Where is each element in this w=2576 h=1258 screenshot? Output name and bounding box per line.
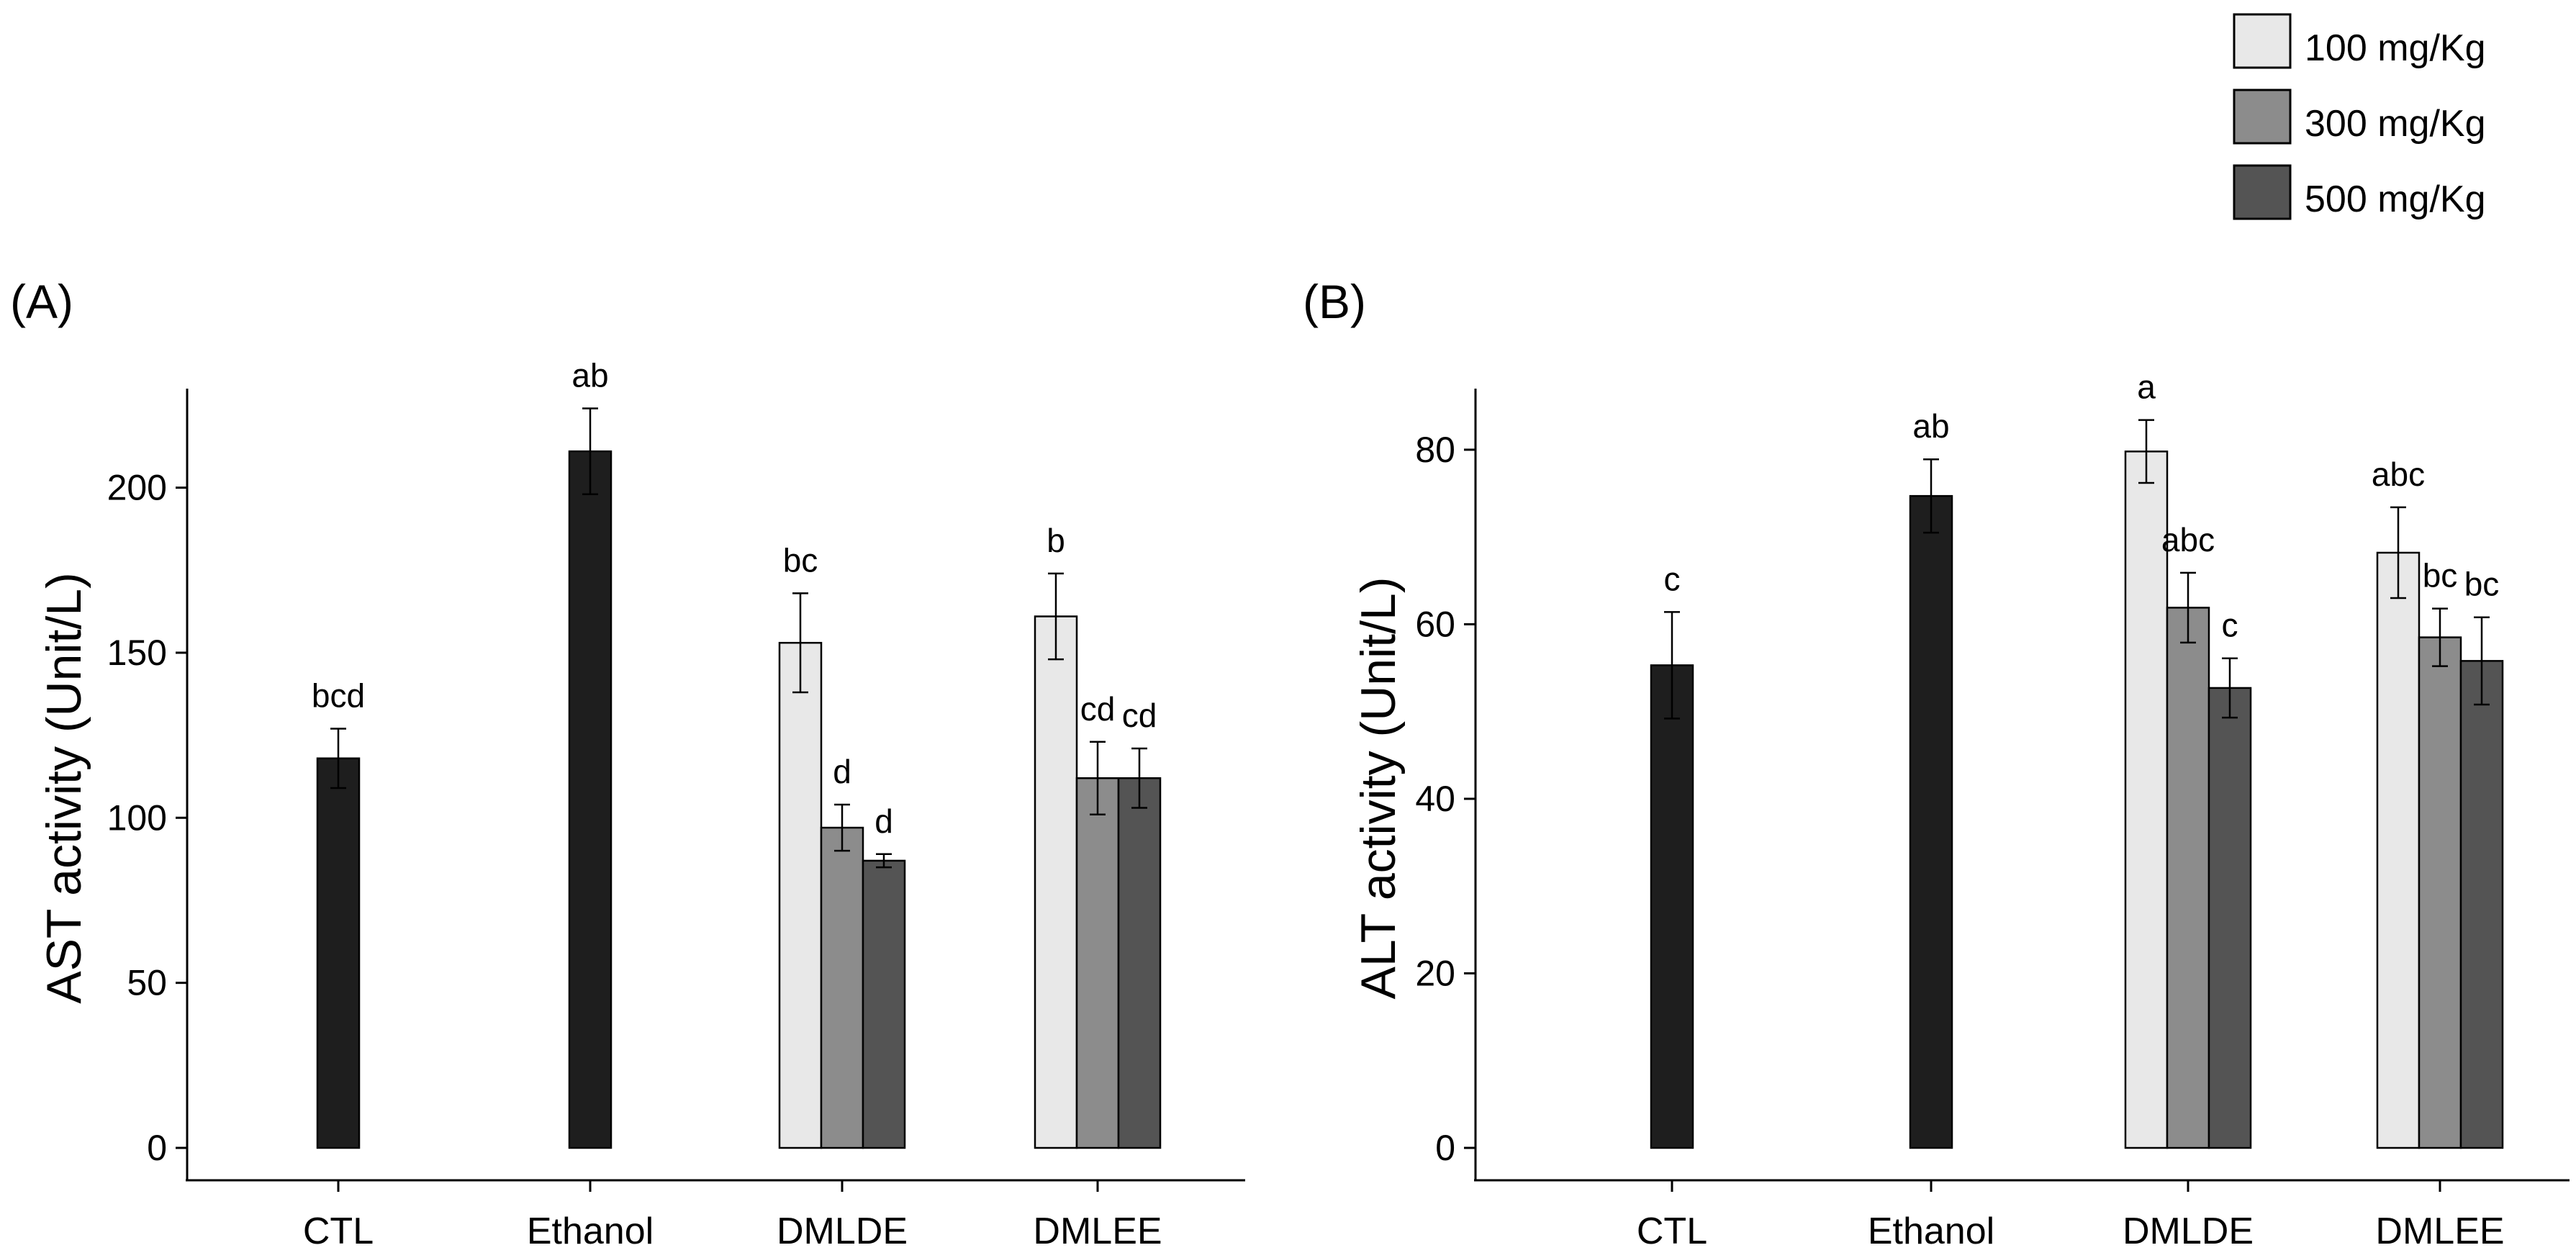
panel-b-significance-label: bc (2464, 566, 2500, 603)
panel-a-significance-label: d (875, 802, 893, 840)
panel-b-y-tick-label: 60 (1415, 604, 1455, 644)
panel-b-plot-area: 0 20 40 60 80 CTL c Ethanol ab DMLDE a abc c DMLEE abc… (1415, 368, 2504, 1252)
panel-a-error-bar (834, 803, 850, 852)
panel-b-error-bar (2180, 571, 2196, 644)
panel-a-y-tick-label: 0 (147, 1128, 167, 1168)
panel-a-error-bar (1131, 747, 1147, 809)
panel-b-error-bar (2138, 419, 2154, 484)
panel-a-x-tick-label: DMLDE (777, 1211, 908, 1252)
panel-a-error-bar (792, 592, 808, 694)
panel-b-significance-label: bc (2423, 557, 2458, 594)
panel-a-y-axis-label: AST activity (Unit/L) (37, 572, 91, 1004)
panel-b-y-tick-label: 40 (1415, 779, 1455, 819)
panel-b-x-tick-label: DMLEE (2375, 1211, 2504, 1252)
panel-a-bar (1034, 615, 1078, 1149)
panel-a-significance-label: ab (571, 357, 608, 394)
panel-b-x-tick-label: DMLDE (2123, 1211, 2254, 1252)
panel-b-error-bar (2222, 657, 2238, 719)
panel-b-bar (2124, 451, 2169, 1149)
panel-b-bar (1909, 494, 1953, 1149)
panel-b-error-bar (2474, 616, 2490, 706)
panel-b-bar (2166, 607, 2210, 1149)
panel-a-bar (862, 859, 906, 1149)
legend: 100 mg/Kg 300 mg/Kg 500 mg/Kg (2233, 13, 2486, 220)
legend-swatch-300 (2233, 89, 2292, 145)
panel-a-x-tick-label: CTL (303, 1211, 374, 1252)
panel-b-error-bar (1923, 458, 1939, 534)
panel-a-bar (568, 450, 613, 1149)
panel-b-significance-label: a (2137, 368, 2156, 406)
panel-a-bar (316, 757, 361, 1149)
panel-b-bar (1650, 664, 1694, 1149)
panel-b-y-axis-label: ALT activity (Unit/L) (1351, 577, 1406, 1000)
panel-a-error-bar (582, 407, 598, 496)
panel-b-y-tick-label: 80 (1415, 430, 1455, 470)
panel-b-significance-label: ab (1912, 407, 1949, 445)
legend-swatch-500 (2233, 164, 2292, 220)
panel-b-bar (2207, 687, 2252, 1149)
panel-a-error-bar (876, 853, 892, 869)
panel-a-y-tick-label: 200 (107, 468, 167, 508)
panel-a-y-tick-label: 100 (107, 797, 167, 838)
panel-a-error-bar (1090, 741, 1106, 815)
panel-b-error-bar (2390, 506, 2406, 599)
legend-label-100: 100 mg/Kg (2305, 27, 2486, 69)
panel-a: (A) AST activity (Unit/L) 0 50 100 150 200 CT… (10, 275, 1245, 1252)
panel-a-label: (A) (10, 275, 73, 328)
legend-label-500: 500 mg/Kg (2305, 178, 2486, 220)
legend-swatch-100 (2233, 13, 2292, 69)
panel-b-significance-label: abc (2161, 521, 2215, 558)
panel-a-significance-label: b (1047, 522, 1065, 559)
panel-a-significance-label: bcd (312, 676, 365, 714)
legend-label-300: 300 mg/Kg (2305, 103, 2486, 145)
panel-b-x-tick-label: CTL (1637, 1211, 1707, 1252)
panel-a-significance-label: cd (1122, 697, 1157, 734)
panel-a-bar (820, 826, 864, 1149)
panel-a-error-bar (1048, 572, 1064, 661)
panel-b-x-tick-label: Ethanol (1868, 1211, 1994, 1252)
panel-a-bar (778, 641, 823, 1149)
panel-b-y-tick-label: 0 (1435, 1128, 1455, 1168)
panel-a-x-tick-label: DMLEE (1033, 1211, 1162, 1252)
panel-b-significance-label: c (2222, 607, 2238, 644)
panel-b-bar (2376, 551, 2421, 1149)
panel-b: (B) ALT activity (Unit/L) 0 20 40 60 80 CTL c E… (1303, 275, 2570, 1252)
panel-a-bar (1075, 777, 1120, 1149)
panel-a-y-tick-label: 150 (107, 633, 167, 673)
panel-a-significance-label: d (833, 753, 851, 790)
panel-b-error-bar (1664, 611, 1680, 720)
panel-a-bar (1117, 777, 1162, 1149)
panel-b-bar (2459, 660, 2504, 1149)
panel-b-significance-label: c (1664, 560, 1681, 597)
panel-a-plot-area: 050100150200CTLbcdEthanolabDMLDEbcddDMLE… (107, 357, 1162, 1252)
panel-a-significance-label: bc (783, 541, 818, 579)
panel-a-error-bar (330, 728, 346, 789)
panel-b-y-tick-label: 20 (1415, 953, 1455, 993)
panel-b-significance-label: abc (2372, 456, 2425, 493)
panel-a-x-tick-label: Ethanol (527, 1211, 654, 1252)
panel-a-y-tick-label: 50 (127, 963, 167, 1003)
panel-b-error-bar (2432, 607, 2448, 667)
panel-b-label: (B) (1303, 275, 1366, 328)
panel-a-significance-label: cd (1080, 690, 1116, 728)
panel-b-bar (2418, 636, 2462, 1149)
